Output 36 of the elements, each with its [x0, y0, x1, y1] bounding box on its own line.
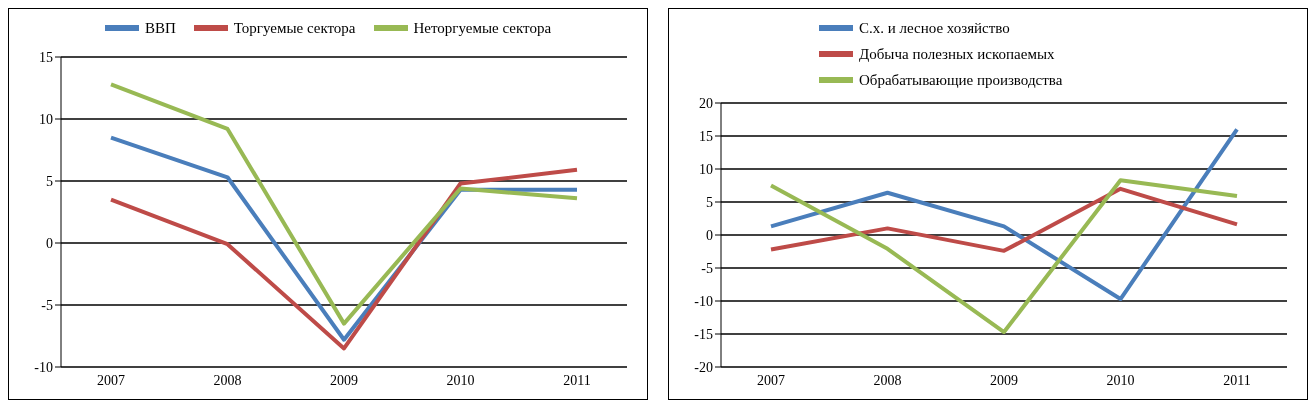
x-tick-label: 2008 [213, 372, 242, 388]
y-tick-label: -5 [41, 297, 53, 313]
y-tick-label: -10 [34, 359, 53, 375]
y-tick-label: 15 [699, 128, 713, 144]
legend-label: С.х. и лесное хозяйство [859, 19, 1010, 37]
x-tick-label: 2011 [1223, 372, 1251, 388]
line-series [109, 167, 579, 351]
line-series [769, 178, 1239, 335]
y-tick-label: 0 [46, 235, 53, 251]
x-tick-label: 2009 [990, 372, 1018, 388]
x-tick-label: 2009 [330, 372, 358, 388]
y-tick-label: 10 [699, 161, 713, 177]
y-tick-label: 20 [699, 95, 713, 111]
legend-label: Неторгуемые сектора [413, 19, 552, 37]
legend-label: Торгуемые сектора [233, 19, 356, 37]
y-tick-label: -15 [694, 326, 713, 342]
y-tick-label: -20 [694, 359, 713, 375]
y-tick-label: 10 [39, 111, 53, 127]
x-tick-label: 2007 [757, 372, 785, 388]
legend-label: Добыча полезных ископаемых [859, 45, 1055, 63]
y-tick-label: 15 [39, 49, 53, 65]
y-tick-label: 0 [706, 227, 713, 243]
x-tick-label: 2008 [873, 372, 902, 388]
y-tick-label: 5 [46, 173, 53, 189]
y-tick-label: 5 [706, 194, 713, 210]
legend-label: ВВП [144, 19, 176, 37]
legend-label: Обрабатывающие производства [859, 71, 1063, 89]
x-tick-label: 2007 [97, 372, 125, 388]
x-tick-label: 2010 [1106, 372, 1135, 388]
x-tick-label: 2011 [563, 372, 591, 388]
y-tick-label: -10 [694, 293, 713, 309]
line-series [769, 127, 1239, 302]
line-series [769, 186, 1239, 253]
x-tick-label: 2010 [446, 372, 475, 388]
y-tick-label: -5 [701, 260, 713, 276]
line-series [109, 82, 579, 326]
